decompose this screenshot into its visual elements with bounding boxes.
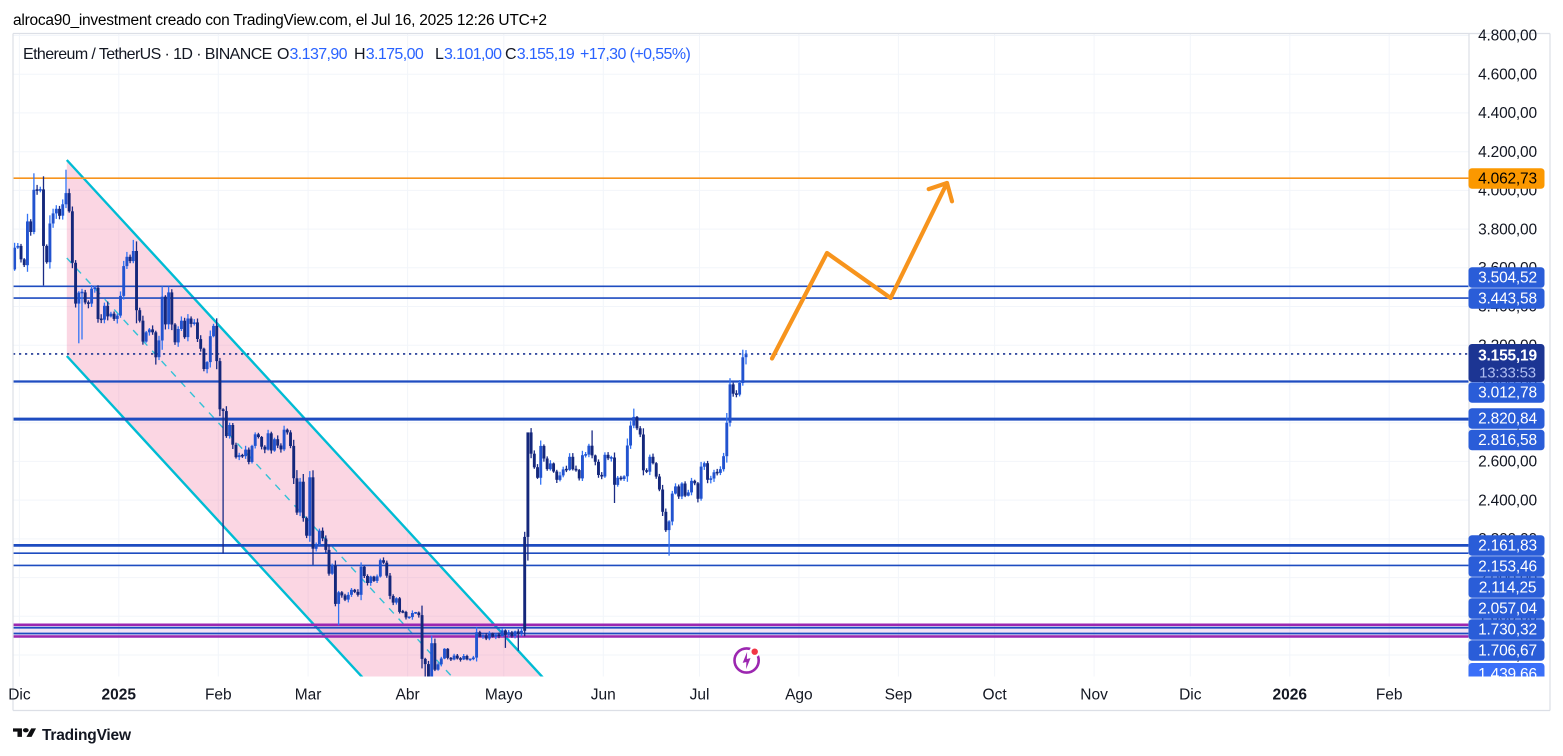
svg-text:1.730,32: 1.730,32 [1478,622,1537,639]
svg-text:1.706,67: 1.706,67 [1478,643,1537,660]
svg-text:+17,30 (+0,55%): +17,30 (+0,55%) [580,46,690,63]
svg-text:3.175,00: 3.175,00 [366,46,424,63]
svg-text:4.600,00: 4.600,00 [1478,66,1537,83]
svg-text:TradingView: TradingView [42,727,132,744]
svg-text:3.504,52: 3.504,52 [1478,270,1537,287]
svg-text:4.200,00: 4.200,00 [1478,144,1537,161]
svg-text:2026: 2026 [1273,687,1308,704]
svg-text:2025: 2025 [102,687,137,704]
svg-text:Feb: Feb [1376,687,1403,704]
svg-text:3.443,58: 3.443,58 [1478,291,1537,308]
svg-text:O: O [277,46,289,63]
svg-text:Jun: Jun [591,687,616,704]
svg-text:C: C [505,46,516,63]
svg-text:Nov: Nov [1080,687,1108,704]
svg-text:4.062,73: 4.062,73 [1478,171,1537,188]
svg-text:H: H [354,46,365,63]
svg-text:2.600,00: 2.600,00 [1478,454,1537,471]
svg-text:3.800,00: 3.800,00 [1478,221,1537,238]
svg-text:3.137,90: 3.137,90 [290,46,348,63]
svg-text:Dic: Dic [1179,687,1202,704]
svg-text:4.800,00: 4.800,00 [1478,28,1537,45]
svg-text:alroca90_investment creado con: alroca90_investment creado con TradingVi… [13,12,547,29]
svg-text:Dic: Dic [8,687,31,704]
svg-text:13:33:53: 13:33:53 [1479,365,1536,382]
svg-text:3.155,19: 3.155,19 [1478,348,1537,365]
svg-text:3.012,78: 3.012,78 [1478,385,1537,402]
svg-text:3.101,00: 3.101,00 [444,46,502,63]
svg-text:2.057,04: 2.057,04 [1478,601,1537,618]
svg-text:2.114,25: 2.114,25 [1479,580,1537,597]
svg-text:4.400,00: 4.400,00 [1478,105,1537,122]
svg-text:2.153,46: 2.153,46 [1478,559,1537,576]
svg-text:Sep: Sep [885,687,913,704]
svg-text:Mar: Mar [295,687,322,704]
svg-text:Abr: Abr [396,687,420,704]
svg-text:Ethereum / TetherUS · 1D · BIN: Ethereum / TetherUS · 1D · BINANCE [23,46,272,63]
svg-text:2.820,84: 2.820,84 [1478,411,1537,428]
svg-text:2.161,83: 2.161,83 [1478,538,1537,555]
svg-text:3.155,19: 3.155,19 [517,46,575,63]
svg-text:Feb: Feb [205,687,232,704]
svg-text:2.400,00: 2.400,00 [1478,492,1537,509]
svg-text:1.439,66: 1.439,66 [1478,666,1537,683]
svg-text:L: L [435,46,444,63]
svg-text:Oct: Oct [983,687,1008,704]
svg-text:Ago: Ago [785,687,813,704]
svg-text:Jul: Jul [690,687,710,704]
svg-text:2.816,58: 2.816,58 [1478,432,1537,449]
svg-text:Mayo: Mayo [485,687,523,704]
